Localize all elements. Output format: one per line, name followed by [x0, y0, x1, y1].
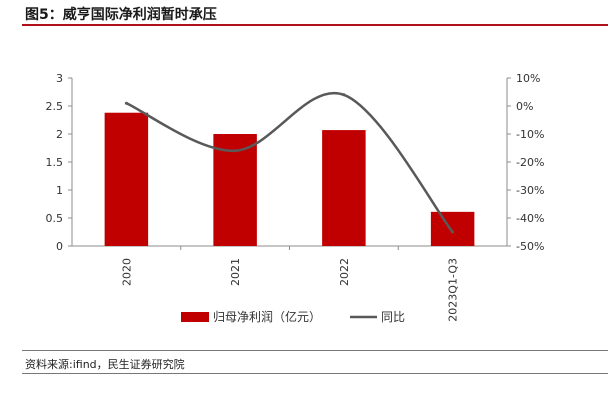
right-tick-label: -40%: [516, 212, 544, 225]
left-tick-label: 0: [56, 240, 63, 253]
bar-2022: [322, 130, 366, 246]
left-tick-label: 0.5: [46, 212, 64, 225]
legend-swatch-bar: [181, 312, 209, 322]
chart: 0 0.5 1 1.5 2 2.5 3 -50% -40% -30% -20% -10% 0% 10% 20…: [46, 72, 545, 324]
right-tick-label: -10%: [516, 128, 544, 141]
right-tick-label: 0%: [516, 100, 533, 113]
left-tick-label: 2.5: [46, 100, 64, 113]
legend-label-bar: 归母净利润（亿元）: [213, 309, 321, 324]
figure-title: 图5：威亨国际净利润暂时承压: [25, 7, 217, 23]
bar-2020: [104, 112, 149, 246]
yoy-line: [125, 91, 454, 233]
right-tick-label: 10%: [516, 72, 540, 85]
bars-layer: [104, 112, 475, 246]
right-tick-label: -30%: [516, 184, 544, 197]
yoy-point-2022: [342, 93, 346, 97]
labels-layer: 0 0.5 1 1.5 2 2.5 3 -50% -40% -30% -20% -10% 0% 10% 20…: [46, 72, 545, 322]
left-tick-label: 1: [56, 184, 63, 197]
line-layer: [124, 91, 455, 234]
yoy-point-2021: [233, 149, 237, 153]
source-divider-bottom: [22, 373, 608, 374]
right-tick-label: -50%: [516, 240, 544, 253]
title-divider: [22, 24, 608, 26]
source-divider-top: [22, 350, 608, 351]
x-tick-label: 2021: [229, 258, 242, 286]
yoy-point-2023Q1-Q3: [451, 230, 455, 234]
yoy-point-2020: [124, 101, 128, 105]
source-note: 资料来源:ifind，民生证券研究院: [25, 358, 185, 371]
bar-2021: [213, 134, 257, 246]
bar-2023Q1-Q3: [430, 211, 475, 246]
left-tick-label: 2: [56, 128, 63, 141]
x-tick-label: 2023Q1-Q3: [447, 258, 460, 322]
legend: 归母净利润（亿元） 同比: [181, 309, 405, 324]
legend-label-line: 同比: [381, 310, 405, 324]
left-tick-label: 1.5: [46, 156, 64, 169]
x-tick-label: 2022: [338, 258, 351, 286]
x-tick-label: 2020: [120, 258, 133, 286]
right-tick-label: -20%: [516, 156, 544, 169]
left-tick-label: 3: [56, 72, 63, 85]
